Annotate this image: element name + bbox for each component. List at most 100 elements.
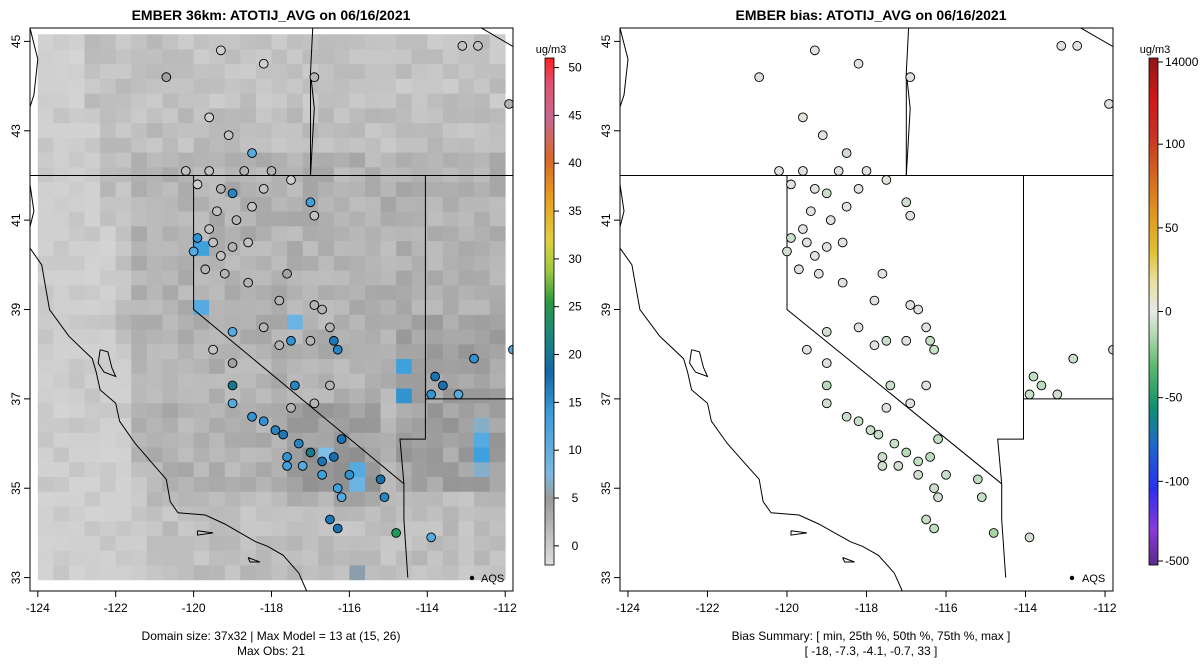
model-cell: [427, 196, 444, 212]
model-cell: [131, 550, 148, 566]
model-cell: [131, 63, 148, 79]
colorbar-tick-label: 14000: [1165, 55, 1199, 69]
model-cell: [115, 565, 132, 581]
model-cell: [193, 506, 210, 522]
model-cell: [271, 34, 288, 50]
model-cell: [287, 491, 304, 507]
bias-point: [905, 398, 916, 409]
model-cell: [349, 225, 366, 242]
bias-point: [853, 184, 864, 194]
model-cell: [396, 240, 413, 256]
model-cell: [255, 550, 272, 566]
model-cell: [364, 93, 381, 109]
bias-point: [1072, 41, 1083, 51]
y-tick-label: 43: [9, 124, 23, 138]
colorbar-tick-label: 30: [568, 252, 582, 266]
model-cell: [68, 78, 85, 94]
model-cell: [396, 166, 413, 183]
model-cell: [364, 34, 381, 50]
model-cell: [442, 491, 459, 507]
right-chart-title: EMBER bias: ATOTIJ_AVG on 06/16/2021: [735, 7, 1006, 23]
model-cell: [474, 181, 491, 197]
model-cell: [474, 299, 491, 315]
model-cell: [84, 388, 101, 404]
right-y-axis: 33 35 37 39 41 43 45: [599, 34, 620, 584]
model-cell: [442, 299, 459, 315]
model-cell: [489, 388, 506, 404]
model-cell: [442, 329, 459, 345]
model-cell: [255, 329, 272, 345]
model-cell: [349, 432, 366, 448]
model-cell: [115, 122, 132, 138]
bias-point: [1028, 371, 1039, 382]
model-cell: [302, 225, 319, 242]
model-cell: [115, 535, 132, 551]
model-cell: [489, 461, 506, 478]
model-cell: [162, 550, 179, 566]
model-cell: [380, 535, 397, 551]
model-cell: [131, 93, 148, 109]
model-cell: [100, 196, 117, 212]
model-cell: [84, 49, 101, 65]
model-cell: [193, 63, 210, 79]
model-cell: [68, 284, 85, 301]
model-cell: [489, 417, 506, 433]
bias-point: [929, 483, 939, 494]
model-cell: [146, 373, 163, 389]
model-cell: [474, 550, 491, 566]
model-cell: [442, 240, 459, 256]
x-tick-label: -112: [494, 601, 517, 615]
model-cell: [193, 211, 210, 227]
model-cell: [53, 225, 70, 242]
y-tick-label: 41: [599, 213, 613, 227]
model-cell: [131, 299, 148, 315]
obs-point: [216, 251, 226, 261]
model-cell: [349, 314, 366, 330]
model-cell: [193, 152, 210, 168]
model-cell: [364, 270, 381, 286]
model-cell: [100, 49, 117, 65]
model-cell: [442, 506, 459, 522]
obs-point: [192, 179, 203, 190]
model-cell: [84, 447, 101, 463]
model-cell: [37, 93, 54, 109]
colorbar-tick-label: 45: [568, 108, 582, 122]
model-cell: [349, 535, 366, 551]
model-cell: [489, 255, 506, 271]
model-cell: [115, 284, 132, 301]
model-cell: [131, 535, 148, 551]
model-cell: [115, 314, 132, 330]
obs-point: [453, 389, 464, 400]
bias-point: [869, 340, 880, 351]
model-cell: [411, 565, 428, 581]
model-cell: [318, 225, 335, 242]
model-cell: [364, 181, 381, 197]
model-cell: [240, 63, 257, 79]
model-cell: [474, 417, 491, 433]
model-cell: [458, 225, 475, 242]
model-cell: [68, 432, 85, 448]
model-cell: [318, 358, 335, 374]
bias-point: [877, 461, 888, 471]
model-cell: [349, 550, 366, 566]
model-cell: [209, 329, 226, 345]
model-cell: [364, 63, 381, 79]
model-cell: [411, 255, 428, 271]
model-cell: [287, 93, 304, 109]
model-cell: [380, 417, 397, 433]
model-cell: [333, 152, 350, 168]
model-cell: [489, 476, 506, 492]
model-cell: [240, 388, 257, 404]
model-cell: [240, 520, 257, 536]
model-cell: [364, 491, 381, 507]
model-cell: [240, 122, 257, 138]
model-cell: [37, 550, 54, 566]
model-cell: [380, 93, 397, 109]
model-cell: [364, 535, 381, 551]
model-cell: [396, 373, 413, 389]
model-cell: [162, 255, 179, 271]
model-cell: [333, 565, 350, 581]
obs-point: [391, 528, 401, 538]
model-cell: [240, 93, 257, 109]
model-cell: [178, 78, 194, 94]
